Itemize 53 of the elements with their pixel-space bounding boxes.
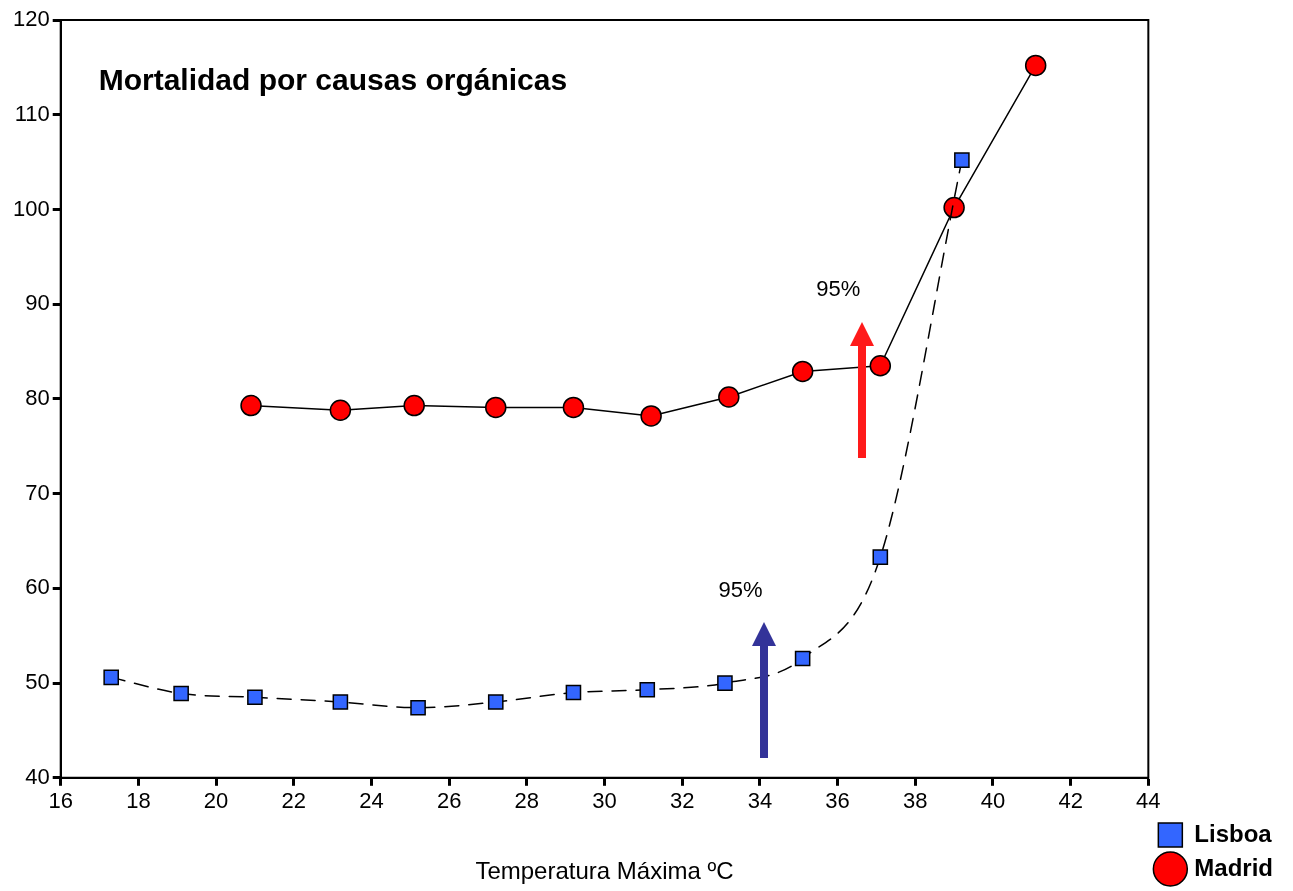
x-tick-label: 36: [825, 788, 850, 814]
point: [717, 675, 733, 691]
point: [565, 684, 582, 701]
point: [869, 355, 892, 377]
x-tick-label: 32: [669, 788, 695, 814]
point: [485, 396, 507, 419]
point: [794, 650, 811, 667]
point: [329, 399, 352, 422]
legend-label: Madrid: [1194, 853, 1273, 881]
y-tick-label: 40: [25, 763, 50, 789]
y-tick-label: 80: [25, 384, 50, 410]
y-tick-label: 110: [14, 100, 50, 126]
point: [954, 152, 970, 169]
x-tick-label: 20: [203, 788, 229, 814]
text: Mortalidad por causas orgánicas: [98, 63, 568, 97]
point: [791, 360, 814, 383]
y-tick-label: 70: [25, 479, 50, 505]
x-tick-label: 16: [48, 788, 73, 814]
x-tick-label: 24: [359, 788, 384, 814]
y-tick-label: 90: [25, 290, 50, 316]
point: [410, 699, 426, 716]
x-tick-label: 40: [980, 788, 1006, 814]
legend-label: Lisboa: [1194, 819, 1273, 847]
point: [943, 196, 965, 219]
x-tick-label: 44: [1136, 788, 1161, 814]
y-tick-label: 100: [12, 195, 50, 221]
point: [247, 689, 263, 706]
x-tick-label: 38: [903, 788, 928, 814]
annotation: 95%: [718, 576, 763, 602]
point: [332, 694, 349, 710]
point: [872, 549, 889, 565]
annotation: 95%: [816, 275, 861, 301]
point: [103, 669, 120, 686]
x-tick-label: 30: [592, 788, 617, 814]
point: [240, 394, 262, 417]
point: [639, 681, 656, 698]
y-tick-label: 120: [12, 6, 50, 32]
y-tick-label: 60: [25, 574, 50, 600]
point: [562, 396, 585, 419]
x-tick-label: 42: [1058, 788, 1083, 814]
y-tick-label: 50: [25, 669, 50, 695]
x-tick-label: 34: [747, 788, 773, 814]
point: [173, 685, 189, 702]
point: [403, 394, 425, 417]
x-tick-label: 18: [126, 788, 151, 814]
x-tick-label: 28: [514, 788, 540, 814]
point: [487, 694, 504, 710]
point: [640, 405, 662, 427]
point: [1024, 54, 1047, 77]
x-tick-label: 26: [436, 788, 462, 814]
point: [718, 386, 740, 408]
x-tick-label: 22: [281, 788, 307, 814]
x-axis-title: Temperatura Máxima ºC: [475, 857, 734, 885]
